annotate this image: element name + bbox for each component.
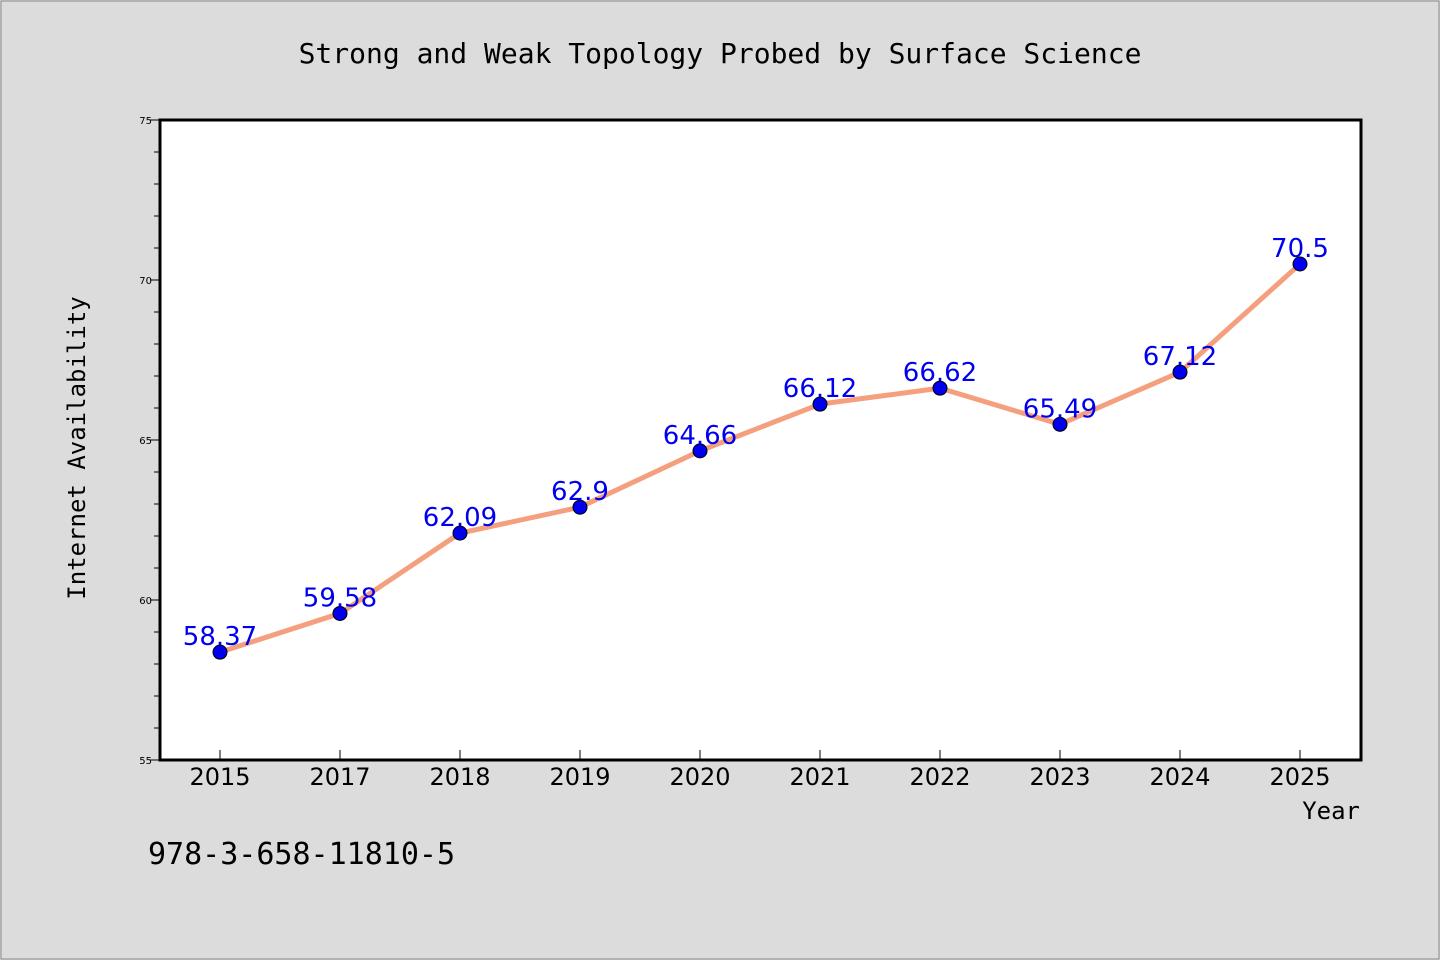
y-tick-label: 55 bbox=[139, 756, 152, 767]
x-tick-label: 2018 bbox=[429, 763, 490, 791]
x-tick-label: 2019 bbox=[549, 763, 610, 791]
y-axis: 55 60 65 70 75 bbox=[139, 116, 160, 767]
data-label: 59.58 bbox=[303, 583, 377, 613]
data-point bbox=[332, 605, 348, 621]
y-axis-label: Internet Availability bbox=[63, 296, 91, 599]
data-point bbox=[572, 499, 588, 515]
x-tick-label: 2023 bbox=[1029, 763, 1090, 791]
data-labels: 58.37 59.58 62.09 62.9 64.66 66.12 66.62 65.49 6… bbox=[183, 234, 1329, 652]
x-axis: 2015 2017 2018 2019 2020 2021 2022 2023 2024 2025 bbox=[189, 750, 1331, 791]
x-tick-label: 2021 bbox=[789, 763, 850, 791]
plot-frame bbox=[158, 118, 1363, 762]
data-label: 66.62 bbox=[903, 358, 977, 388]
data-label: 66.12 bbox=[783, 374, 857, 404]
data-label: 62.9 bbox=[551, 477, 609, 507]
x-tick-label: 2022 bbox=[909, 763, 970, 791]
data-label: 62.09 bbox=[423, 503, 497, 533]
y-tick-label: 75 bbox=[139, 116, 152, 127]
x-tick-label: 2015 bbox=[189, 763, 250, 791]
chart-title: Strong and Weak Topology Probed by Surfa… bbox=[299, 37, 1142, 70]
data-point bbox=[1052, 416, 1068, 432]
data-point bbox=[212, 644, 228, 660]
data-label: 70.5 bbox=[1271, 234, 1329, 264]
y-tick-label: 65 bbox=[139, 436, 152, 447]
data-point bbox=[812, 396, 828, 412]
series-line bbox=[217, 261, 1303, 655]
data-point bbox=[932, 380, 948, 396]
x-axis-label: Year bbox=[1302, 797, 1360, 825]
data-point bbox=[692, 443, 708, 459]
x-tick-label: 2020 bbox=[669, 763, 730, 791]
y-tick-label: 60 bbox=[139, 596, 152, 607]
data-point bbox=[1292, 256, 1308, 272]
y-tick-label: 70 bbox=[139, 276, 152, 287]
x-tick-label: 2017 bbox=[309, 763, 370, 791]
plot-area bbox=[160, 120, 1361, 760]
data-label: 65.49 bbox=[1023, 394, 1097, 424]
x-tick-label: 2025 bbox=[1269, 763, 1330, 791]
data-label: 58.37 bbox=[183, 622, 257, 652]
isbn-annotation: 978-3-658-11810-5 bbox=[148, 837, 455, 872]
series-markers bbox=[212, 256, 1308, 660]
data-label: 67.12 bbox=[1143, 342, 1217, 372]
x-tick-label: 2024 bbox=[1149, 763, 1210, 791]
data-point bbox=[1172, 364, 1188, 380]
data-label: 64.66 bbox=[663, 421, 737, 451]
data-point bbox=[452, 525, 468, 541]
